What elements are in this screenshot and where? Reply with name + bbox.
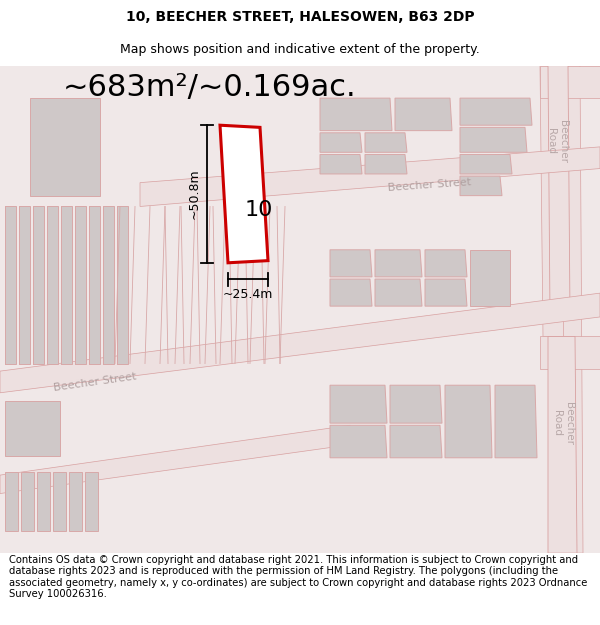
Polygon shape xyxy=(5,472,18,531)
Text: Beecher
Road: Beecher Road xyxy=(552,402,574,444)
Polygon shape xyxy=(117,206,128,364)
Polygon shape xyxy=(562,66,583,553)
Polygon shape xyxy=(365,154,407,174)
Polygon shape xyxy=(425,250,467,277)
Polygon shape xyxy=(37,472,50,531)
Text: Beecher Street: Beecher Street xyxy=(388,177,472,192)
Polygon shape xyxy=(320,98,392,131)
Polygon shape xyxy=(460,98,532,125)
Polygon shape xyxy=(320,154,362,174)
Polygon shape xyxy=(540,66,565,336)
Polygon shape xyxy=(470,250,510,306)
Polygon shape xyxy=(375,279,422,306)
Polygon shape xyxy=(19,206,30,364)
Polygon shape xyxy=(330,279,372,306)
Polygon shape xyxy=(395,98,452,131)
Polygon shape xyxy=(75,206,86,364)
Polygon shape xyxy=(460,127,527,152)
Text: Beecher
Road: Beecher Road xyxy=(546,120,568,163)
Polygon shape xyxy=(21,472,34,531)
Polygon shape xyxy=(69,472,82,531)
Polygon shape xyxy=(30,98,100,196)
Text: Contains OS data © Crown copyright and database right 2021. This information is : Contains OS data © Crown copyright and d… xyxy=(9,554,587,599)
Polygon shape xyxy=(495,385,537,458)
Polygon shape xyxy=(540,66,600,98)
Polygon shape xyxy=(460,154,512,174)
Text: ~25.4m: ~25.4m xyxy=(223,288,273,301)
Polygon shape xyxy=(220,125,268,262)
Text: ~683m²/~0.169ac.: ~683m²/~0.169ac. xyxy=(63,72,357,102)
Polygon shape xyxy=(0,425,350,494)
Polygon shape xyxy=(320,132,362,152)
Polygon shape xyxy=(47,206,58,364)
Polygon shape xyxy=(53,472,66,531)
Polygon shape xyxy=(85,472,98,531)
Polygon shape xyxy=(540,336,600,369)
Polygon shape xyxy=(330,425,387,458)
Polygon shape xyxy=(5,401,60,456)
Polygon shape xyxy=(548,66,570,315)
Polygon shape xyxy=(330,250,372,277)
Polygon shape xyxy=(89,206,100,364)
Polygon shape xyxy=(61,206,72,364)
Text: 10: 10 xyxy=(245,200,273,220)
Polygon shape xyxy=(103,206,114,364)
Polygon shape xyxy=(390,385,442,423)
Polygon shape xyxy=(0,293,600,392)
Polygon shape xyxy=(33,206,44,364)
Text: Beecher Street: Beecher Street xyxy=(53,371,137,392)
Polygon shape xyxy=(425,279,467,306)
Text: ~50.8m: ~50.8m xyxy=(187,169,200,219)
Polygon shape xyxy=(365,132,407,152)
Polygon shape xyxy=(140,147,600,206)
Polygon shape xyxy=(5,206,16,364)
Polygon shape xyxy=(445,385,492,458)
Text: Map shows position and indicative extent of the property.: Map shows position and indicative extent… xyxy=(120,44,480,56)
Polygon shape xyxy=(330,385,387,423)
Polygon shape xyxy=(460,176,502,196)
Polygon shape xyxy=(390,425,442,458)
Polygon shape xyxy=(375,250,422,277)
Polygon shape xyxy=(548,336,577,553)
Text: 10, BEECHER STREET, HALESOWEN, B63 2DP: 10, BEECHER STREET, HALESOWEN, B63 2DP xyxy=(125,10,475,24)
